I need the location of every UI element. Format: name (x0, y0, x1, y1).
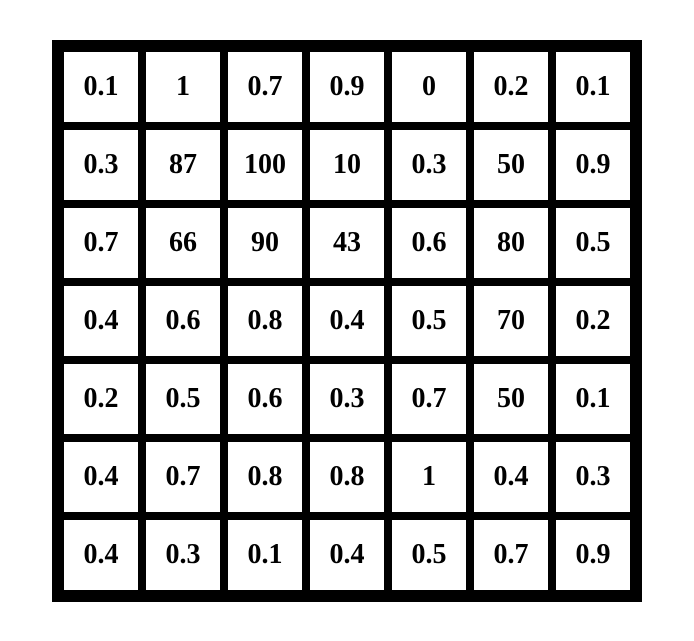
grid-cell: 0.4 (60, 516, 142, 594)
grid-cell: 0.1 (552, 48, 634, 126)
grid-cell: 0.4 (306, 282, 388, 360)
grid-cell: 0.7 (388, 360, 470, 438)
grid-cell: 0.8 (224, 282, 306, 360)
grid-cell: 0.6 (388, 204, 470, 282)
grid-cell: 0 (388, 48, 470, 126)
grid-cell: 0.3 (388, 126, 470, 204)
grid-cell: 0.8 (224, 438, 306, 516)
grid-cell: 0.3 (142, 516, 224, 594)
grid-cell: 100 (224, 126, 306, 204)
grid-cell: 0.4 (60, 282, 142, 360)
grid-cell: 50 (470, 126, 552, 204)
grid-cell: 66 (142, 204, 224, 282)
grid-cell: 0.3 (60, 126, 142, 204)
grid-cell: 0.8 (306, 438, 388, 516)
grid-cell: 1 (388, 438, 470, 516)
grid-cell: 0.2 (470, 48, 552, 126)
grid-cell: 0.7 (142, 438, 224, 516)
grid-cell: 0.6 (224, 360, 306, 438)
grid-cell: 0.2 (552, 282, 634, 360)
grid-cell: 70 (470, 282, 552, 360)
grid-cell: 10 (306, 126, 388, 204)
grid-cell: 50 (470, 360, 552, 438)
grid-cell: 0.3 (306, 360, 388, 438)
grid-cell: 0.7 (470, 516, 552, 594)
number-grid: 0.110.70.900.20.10.387100100.3500.90.766… (52, 40, 642, 602)
grid-cell: 0.1 (224, 516, 306, 594)
grid-cell: 0.4 (60, 438, 142, 516)
grid-cell: 0.2 (60, 360, 142, 438)
grid-cell: 0.7 (224, 48, 306, 126)
grid-cell: 0.5 (388, 282, 470, 360)
grid-cell: 0.5 (552, 204, 634, 282)
grid-cell: 0.9 (552, 126, 634, 204)
grid-cell: 0.9 (552, 516, 634, 594)
grid-cell: 0.9 (306, 48, 388, 126)
grid-cell: 90 (224, 204, 306, 282)
grid-cell: 0.1 (60, 48, 142, 126)
grid-cell: 0.5 (142, 360, 224, 438)
grid-cell: 0.7 (60, 204, 142, 282)
grid-body: 0.110.70.900.20.10.387100100.3500.90.766… (60, 48, 634, 594)
grid-cell: 87 (142, 126, 224, 204)
grid-cell: 43 (306, 204, 388, 282)
grid-cell: 80 (470, 204, 552, 282)
grid-cell: 0.4 (470, 438, 552, 516)
grid-cell: 0.4 (306, 516, 388, 594)
grid-cell: 1 (142, 48, 224, 126)
grid-cell: 0.1 (552, 360, 634, 438)
grid-cell: 0.3 (552, 438, 634, 516)
grid-cell: 0.5 (388, 516, 470, 594)
grid-cell: 0.6 (142, 282, 224, 360)
